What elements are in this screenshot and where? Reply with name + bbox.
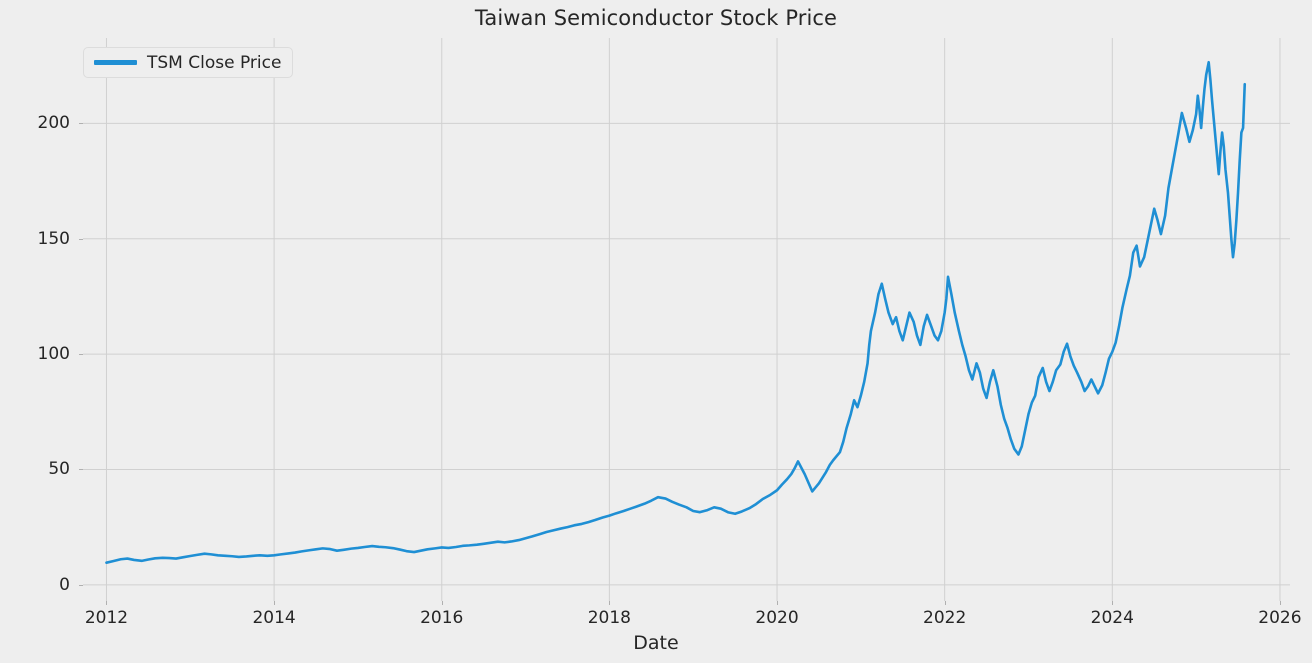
x-tick-mark bbox=[777, 601, 779, 605]
x-tick-label: 2022 bbox=[923, 608, 967, 628]
chart-title: Taiwan Semiconductor Stock Price bbox=[474, 6, 838, 30]
x-tick-label: 2014 bbox=[252, 608, 296, 628]
x-tick-mark bbox=[609, 601, 611, 605]
line-tsm-close-price bbox=[105, 60, 1247, 564]
x-tick-mark bbox=[106, 601, 108, 605]
x-tick-mark bbox=[1279, 601, 1281, 605]
x-tick-label: 2026 bbox=[1258, 608, 1302, 628]
y-tick-label: 150 bbox=[37, 228, 70, 249]
y-tick-mark bbox=[79, 123, 83, 125]
x-tick-label: 2020 bbox=[755, 608, 799, 628]
plot-area bbox=[83, 38, 1290, 601]
x-tick-mark bbox=[274, 601, 276, 605]
x-tick-label: 2024 bbox=[1090, 608, 1134, 628]
legend-swatch-tsm-close-price bbox=[94, 60, 137, 65]
y-tick-mark bbox=[79, 354, 83, 356]
x-tick-label: 2018 bbox=[587, 608, 631, 628]
x-tick-label: 2012 bbox=[84, 608, 129, 628]
x-tick-mark bbox=[944, 601, 946, 605]
y-tick-mark bbox=[79, 469, 83, 471]
x-axis-label: Date bbox=[633, 632, 679, 654]
chart-legend: TSM Close Price bbox=[83, 47, 294, 78]
x-tick-mark bbox=[1112, 601, 1114, 605]
y-tick-label: 100 bbox=[37, 344, 70, 365]
y-tick-label: 50 bbox=[48, 459, 70, 480]
grid-lines bbox=[83, 38, 1290, 601]
series-line-tsm-close-price bbox=[105, 60, 1247, 564]
legend-label-tsm-close-price: TSM Close Price bbox=[147, 52, 282, 73]
y-tick-label: 200 bbox=[37, 113, 70, 134]
x-tick-mark bbox=[441, 601, 443, 605]
x-tick-label: 2016 bbox=[420, 608, 464, 628]
y-tick-mark bbox=[79, 238, 83, 240]
y-tick-mark bbox=[79, 584, 83, 586]
y-tick-label: 0 bbox=[59, 574, 70, 595]
